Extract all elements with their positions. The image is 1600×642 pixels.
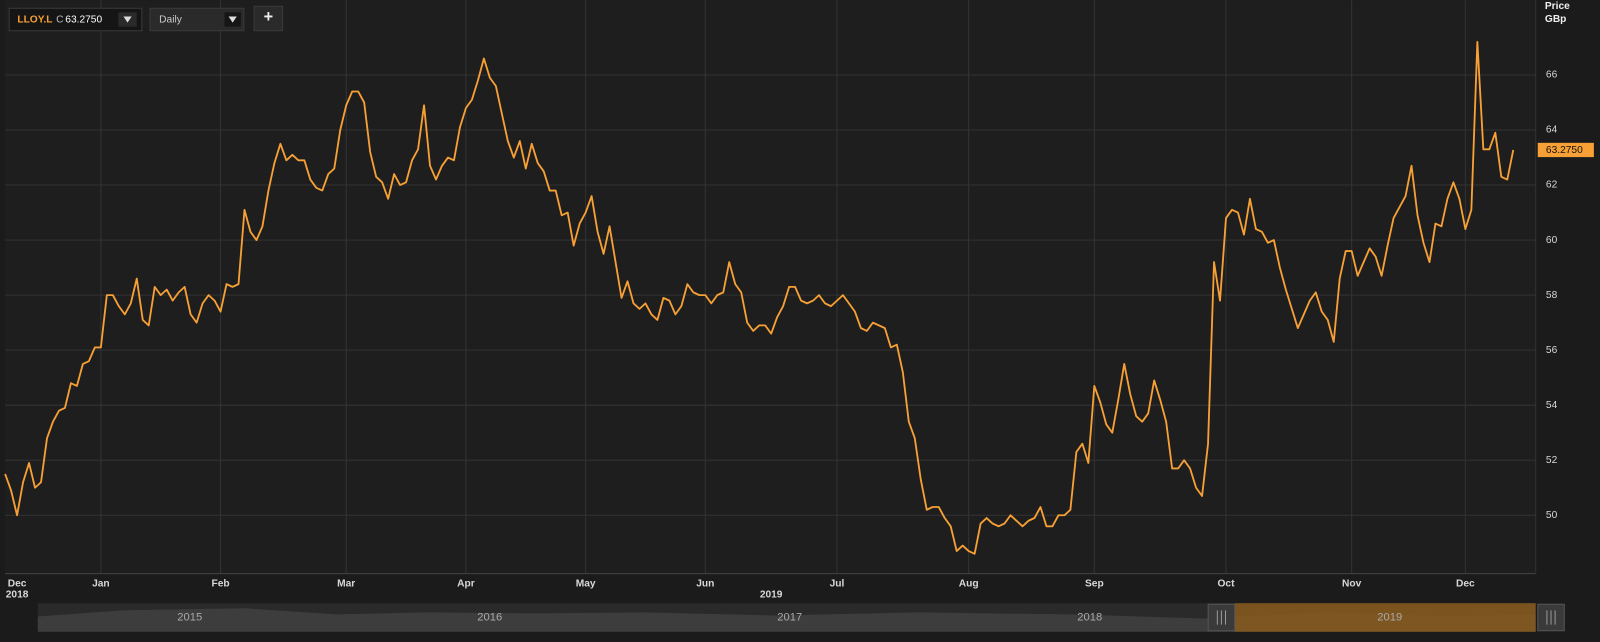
x-tick-label: Dec [8, 578, 27, 589]
symbol-box[interactable]: LLOY.L C 63.2750 [8, 7, 143, 32]
x-tick-label: Jul [830, 578, 845, 589]
y-tick-label: 64 [1546, 125, 1558, 136]
plot-area [5, 0, 1536, 574]
x-tick-label: Apr [457, 578, 475, 589]
y-tick-label: 54 [1546, 400, 1558, 411]
x-tick-label: Sep [1085, 578, 1104, 589]
grid [5, 0, 1536, 574]
price-line [4, 41, 1515, 555]
y-tick-label: 62 [1546, 180, 1558, 191]
x-tick-label: Jun [696, 578, 714, 589]
navigator-year: 2017 [777, 611, 802, 623]
y-tick-label: 52 [1546, 455, 1558, 466]
x-tick-label: May [576, 578, 596, 589]
y-tick-label: 58 [1546, 290, 1558, 301]
y-tick-label: 66 [1546, 70, 1558, 81]
year-label: 2019 [760, 590, 783, 601]
x-tick-label: Oct [1218, 578, 1236, 589]
navigator[interactable] [37, 603, 1565, 632]
x-tick-label: Aug [959, 578, 979, 589]
close-value: 63.2750 [65, 15, 102, 26]
navigator-years: 2015 2016 2017 2018 2019 [177, 611, 1402, 623]
add-button[interactable]: + [253, 5, 284, 32]
ticker: LLOY.L [17, 15, 52, 26]
add-button-label: + [264, 8, 274, 26]
navigator-year: 2015 [177, 611, 202, 623]
close-prefix: C [56, 15, 63, 26]
last-price-tag [1537, 142, 1594, 158]
navigator-year: 2019 [1377, 611, 1402, 623]
x-tick-label: Feb [211, 578, 229, 589]
interval-dropdown[interactable]: Daily [149, 7, 245, 32]
x-tick-label: Mar [337, 578, 355, 589]
y-axis-title: Price [1545, 1, 1570, 12]
x-tick-label: Nov [1342, 578, 1362, 589]
interval: Daily [159, 15, 183, 26]
x-tick-label: Jan [92, 578, 110, 589]
navigator-year: 2016 [477, 611, 502, 623]
y-tick-label: 50 [1546, 510, 1558, 521]
last-price-label: 63.2750 [1546, 145, 1583, 156]
year-label: 2018 [6, 590, 29, 601]
navigator-year: 2018 [1077, 611, 1102, 623]
y-axis-unit: GBp [1545, 14, 1567, 25]
x-tick-label: Dec [1456, 578, 1475, 589]
y-tick-label: 56 [1546, 345, 1558, 356]
y-tick-label: 60 [1546, 235, 1558, 246]
